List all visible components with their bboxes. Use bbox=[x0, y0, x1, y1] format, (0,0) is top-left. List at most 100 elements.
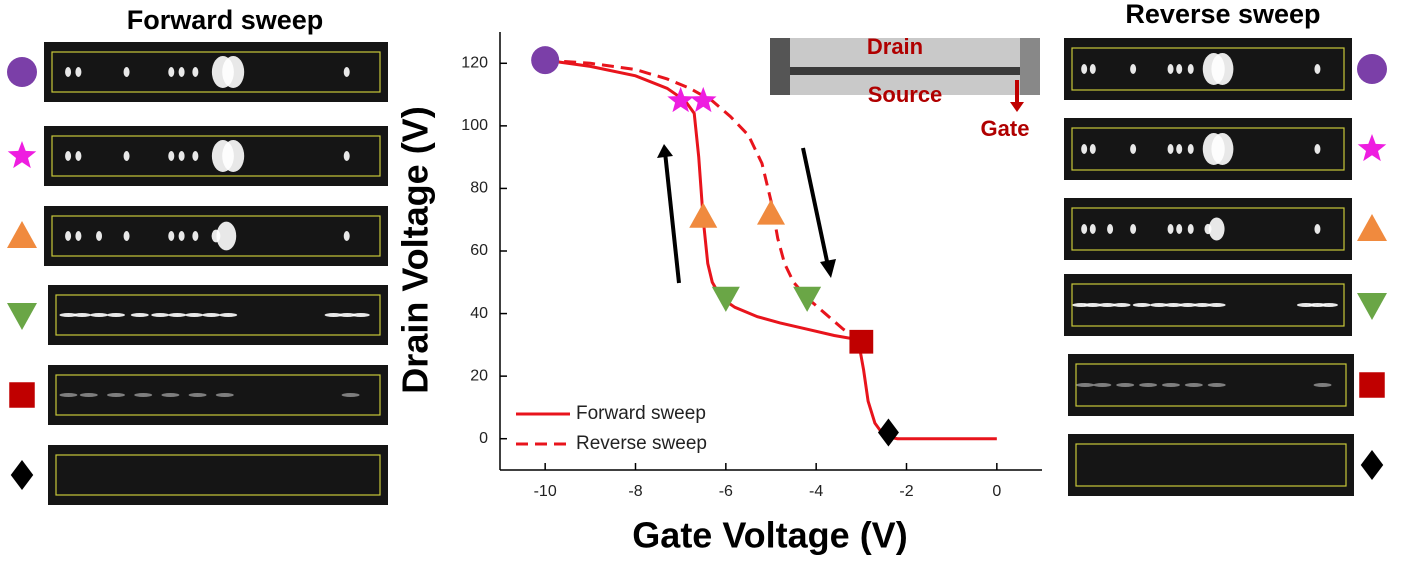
y-tick-label: 20 bbox=[470, 367, 488, 384]
x-tick-label: -8 bbox=[628, 483, 642, 500]
emission-spot bbox=[1167, 64, 1174, 74]
emission-spot bbox=[222, 140, 245, 172]
emission-spot bbox=[161, 393, 180, 397]
emission-spot bbox=[324, 313, 343, 317]
emission-spot bbox=[178, 67, 185, 77]
emission-spot bbox=[123, 151, 130, 161]
emission-spot bbox=[1161, 383, 1180, 387]
state-icon bbox=[1357, 54, 1387, 84]
emission-spot bbox=[1107, 224, 1114, 234]
y-tick-label: 80 bbox=[470, 180, 488, 197]
emission-spot bbox=[1187, 144, 1194, 154]
emission-spot bbox=[1208, 217, 1225, 241]
arrow bbox=[801, 147, 830, 267]
marker-triangle-down bbox=[711, 286, 740, 312]
arrow-head bbox=[657, 144, 673, 158]
emission-spot bbox=[1184, 383, 1203, 387]
emission-spot bbox=[1167, 224, 1174, 234]
left-title: Forward sweep bbox=[127, 5, 324, 35]
state-icon bbox=[7, 303, 37, 330]
emission-spot bbox=[90, 313, 108, 317]
marker-triangle-up bbox=[757, 199, 785, 225]
emission-spot bbox=[1167, 144, 1174, 154]
emission-spot bbox=[1178, 303, 1197, 307]
emission-spot bbox=[1187, 64, 1194, 74]
y-tick-label: 100 bbox=[461, 117, 488, 134]
emission-spot bbox=[1164, 303, 1183, 307]
emission-spot bbox=[1193, 303, 1212, 307]
emission-spot bbox=[192, 151, 199, 161]
emission-spot bbox=[1112, 303, 1131, 307]
state-icon bbox=[1360, 450, 1384, 480]
emission-spot bbox=[1319, 303, 1338, 307]
roi-box bbox=[1071, 127, 1345, 171]
emission-spot bbox=[1083, 303, 1102, 307]
emission-spot bbox=[168, 231, 175, 241]
emission-spot bbox=[1098, 303, 1117, 307]
series-line bbox=[544, 58, 997, 441]
roi-box bbox=[55, 454, 381, 496]
emission-spot bbox=[75, 151, 82, 161]
emission-spot bbox=[73, 313, 91, 317]
emission-spot bbox=[65, 231, 72, 241]
y-tick-label: 60 bbox=[470, 242, 488, 259]
roi-box bbox=[1071, 207, 1345, 251]
inset-pad bbox=[770, 38, 790, 95]
x-tick-label: -4 bbox=[809, 483, 823, 500]
x-axis-label: Gate Voltage (V) bbox=[632, 515, 907, 556]
emission-spot bbox=[178, 231, 185, 241]
roi-box bbox=[55, 374, 381, 416]
emission-spot bbox=[343, 231, 350, 241]
marker-square bbox=[849, 329, 874, 354]
emission-spot bbox=[1139, 383, 1158, 387]
y-tick-label: 0 bbox=[479, 430, 488, 447]
emission-spot bbox=[1130, 224, 1137, 234]
emission-spot bbox=[168, 67, 175, 77]
inset-label: Source bbox=[868, 82, 943, 107]
roi-box bbox=[1071, 47, 1345, 91]
emission-spot bbox=[75, 231, 82, 241]
inset-label: Drain bbox=[867, 34, 923, 59]
state-icon bbox=[1357, 293, 1387, 320]
emission-spot bbox=[341, 393, 360, 397]
emission-spot bbox=[75, 67, 82, 77]
emission-spot bbox=[1211, 53, 1234, 85]
marker-diamond bbox=[877, 418, 899, 447]
state-icon bbox=[1357, 214, 1387, 241]
emission-spot bbox=[134, 393, 153, 397]
emission-spot bbox=[96, 231, 103, 241]
x-tick-label: -10 bbox=[534, 483, 557, 500]
roi-box bbox=[51, 135, 381, 177]
roi-box bbox=[1075, 363, 1347, 407]
emission-spot bbox=[1089, 224, 1096, 234]
marker-circle bbox=[531, 46, 560, 75]
legend-label: Forward sweep bbox=[576, 403, 706, 424]
emission-spot bbox=[338, 313, 357, 317]
emission-spot bbox=[185, 313, 204, 317]
state-icon bbox=[9, 382, 35, 408]
y-axis-label: Drain Voltage (V) bbox=[395, 106, 436, 393]
emission-spot bbox=[1176, 224, 1183, 234]
inset-pad bbox=[1020, 38, 1040, 95]
emission-spot bbox=[222, 56, 245, 88]
emission-spot bbox=[1187, 224, 1194, 234]
emission-spot bbox=[1089, 64, 1096, 74]
marker-triangle-up bbox=[689, 202, 718, 228]
emission-spot bbox=[216, 221, 237, 251]
emission-spot bbox=[215, 393, 234, 397]
emission-spot bbox=[151, 313, 170, 317]
marker-star bbox=[689, 86, 717, 113]
emission-spot bbox=[1211, 133, 1234, 165]
emission-spot bbox=[192, 67, 199, 77]
roi-box bbox=[51, 215, 381, 257]
state-icon bbox=[1357, 134, 1387, 162]
state-icon bbox=[7, 221, 37, 248]
emission-spot bbox=[343, 67, 350, 77]
emission-spot bbox=[65, 67, 72, 77]
state-icon bbox=[1359, 372, 1385, 398]
emission-spot bbox=[123, 67, 130, 77]
inset-label: Gate bbox=[981, 116, 1030, 141]
emission-spot bbox=[1150, 303, 1169, 307]
series-line bbox=[545, 58, 863, 343]
emission-spot bbox=[219, 313, 238, 317]
